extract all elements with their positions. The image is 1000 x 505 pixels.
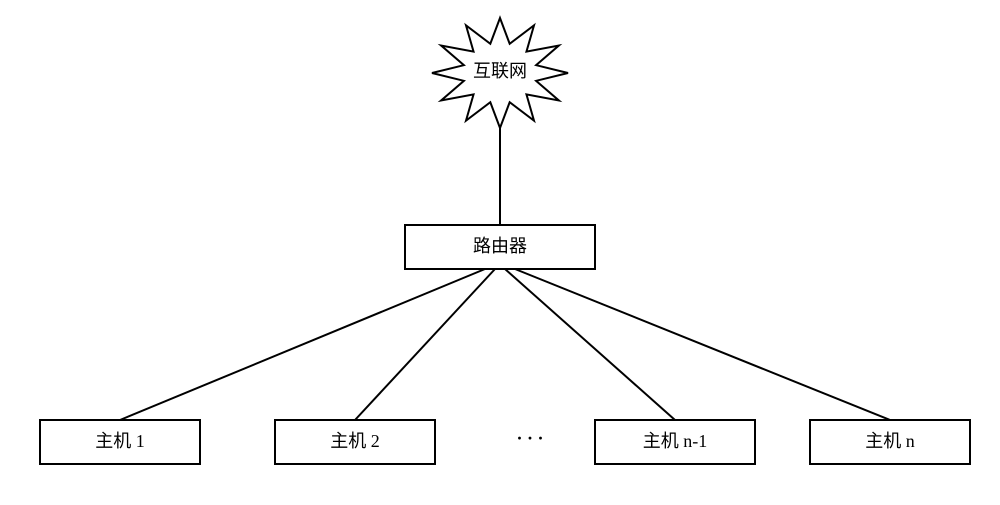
host1-label: 主机 1 (95, 431, 145, 451)
edge-router-host_n (515, 269, 890, 420)
host_n_1-label: 主机 n-1 (643, 431, 708, 451)
router-label: 路由器 (473, 236, 527, 256)
network-diagram: 互联网路由器主机 1 主机 2 · · · 主机 n-1 主机 n (0, 0, 1000, 505)
internet-label: 互联网 (473, 61, 527, 81)
edge-router-host_n_1 (505, 269, 675, 420)
host2-label: 主机 2 (330, 431, 380, 451)
edge-router-host1 (120, 269, 485, 420)
edge-router-host2 (355, 269, 495, 420)
host_n-label: 主机 n (865, 431, 915, 451)
ellipsis: · · · (516, 428, 543, 448)
